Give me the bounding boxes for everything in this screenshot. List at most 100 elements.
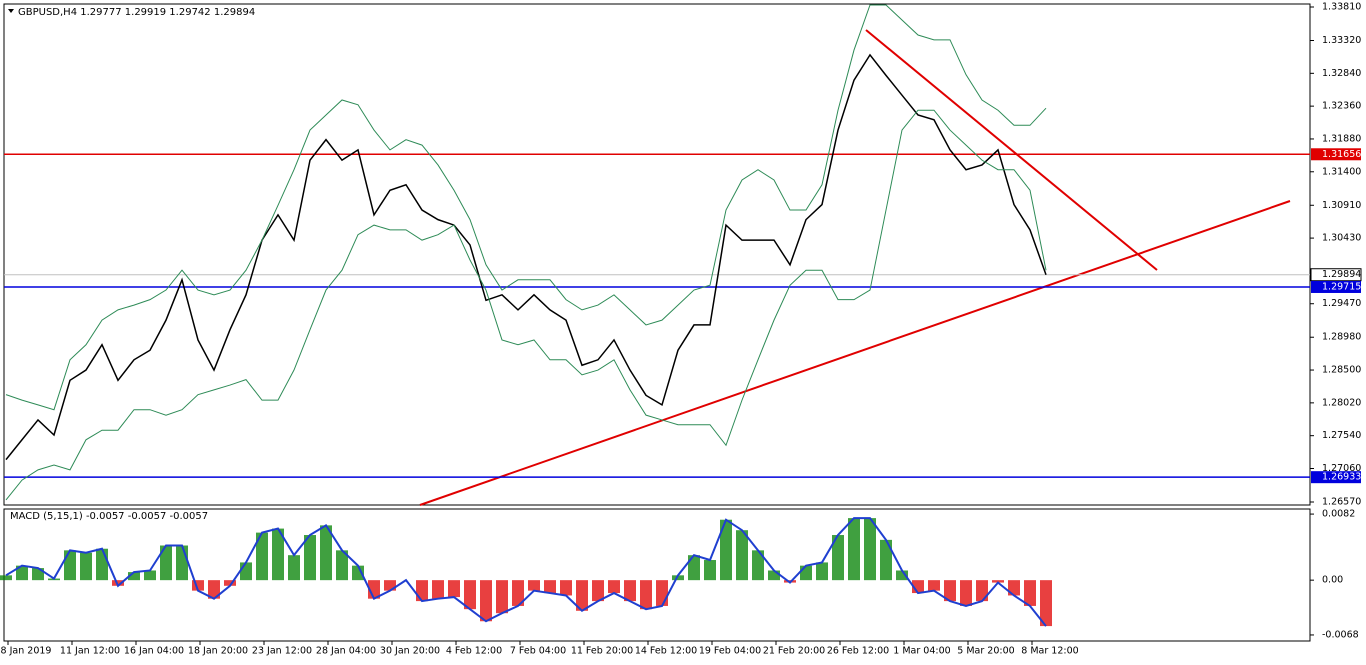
macd-bar: [304, 535, 316, 581]
macd-bar: [384, 580, 396, 591]
x-tick-label: 19 Feb 04:00: [699, 646, 761, 657]
x-tick-label: 21 Feb 20:00: [763, 646, 825, 657]
y-tick-label: 1.32840: [1322, 68, 1361, 79]
price-line: [5, 109, 1047, 501]
macd-bar: [192, 580, 204, 591]
level-label: 1.26933: [1322, 472, 1361, 483]
last-price-box: [1310, 268, 1362, 282]
y-tick-label: 1.30910: [1322, 200, 1361, 211]
macd-bar: [720, 519, 732, 581]
macd-bar: [560, 580, 572, 596]
y-tick-label: 1.31880: [1322, 133, 1361, 144]
macd-bar: [160, 545, 172, 581]
macd-bar: [544, 580, 556, 594]
macd-bar: [1024, 580, 1036, 606]
macd-bar: [448, 580, 460, 598]
macd-bar: [144, 570, 156, 581]
x-tick-label: 30 Jan 20:00: [380, 646, 440, 657]
macd-bar: [432, 580, 444, 599]
macd-bar: [224, 580, 236, 586]
macd-bar: [592, 580, 604, 602]
x-tick-label: 14 Feb 12:00: [635, 646, 697, 657]
macd-bar: [704, 560, 716, 581]
macd-bar: [352, 565, 364, 581]
macd-bar: [816, 562, 828, 581]
x-tick-label: 18 Jan 20:00: [188, 646, 248, 657]
level-label: 1.29715: [1322, 281, 1361, 292]
price-line: [5, 53, 1047, 461]
macd-bar: [672, 575, 684, 581]
y-tick-label: 1.27540: [1322, 430, 1361, 441]
y-tick-label: 1.33320: [1322, 35, 1361, 46]
macd-bar: [656, 580, 668, 606]
level-box: [1311, 280, 1361, 293]
macd-bar: [288, 555, 300, 581]
macd-bar: [336, 550, 348, 581]
y-tick-label: 1.28500: [1322, 365, 1361, 376]
y-tick-label: 1.28980: [1322, 332, 1361, 343]
macd-bar: [480, 580, 492, 622]
macd-bar: [1008, 580, 1020, 596]
macd-bar: [768, 570, 780, 581]
macd-bar: [496, 580, 508, 614]
macd-bar: [272, 528, 284, 581]
x-tick-label: 23 Jan 12:00: [252, 646, 312, 657]
x-tick-label: 8 Jan 2019: [1, 646, 52, 657]
macd-bar: [576, 580, 588, 611]
x-tick-label: 5 Mar 20:00: [957, 646, 1014, 657]
macd-title: MACD (5,15,1) -0.0057 -0.0057 -0.0057: [10, 511, 208, 522]
macd-bar: [416, 580, 428, 602]
macd-bar: [16, 565, 28, 581]
macd-bar: [0, 575, 12, 581]
trend-line: [419, 200, 1291, 506]
last-price-label: 1.29894: [1322, 269, 1361, 280]
x-tick-label: 4 Feb 12:00: [446, 646, 502, 657]
y-tick-label: 0.0082: [1322, 509, 1355, 520]
macd-bar: [1040, 580, 1052, 627]
y-tick-label: 1.26570: [1322, 496, 1361, 507]
macd-bar: [240, 562, 252, 581]
x-tick-label: 16 Jan 04:00: [124, 646, 184, 657]
y-tick-label: 1.32360: [1322, 101, 1361, 112]
macd-bar: [752, 550, 764, 581]
macd-line: [5, 517, 1047, 627]
macd-bar: [320, 525, 332, 581]
x-tick-label: 8 Mar 12:00: [1021, 646, 1078, 657]
macd-bar: [640, 580, 652, 610]
y-tick-label: -0.0068: [1322, 629, 1359, 640]
macd-bar: [736, 530, 748, 581]
macd-bar: [96, 548, 108, 581]
trend-line: [865, 29, 1158, 271]
main-panel: [3, 3, 1311, 506]
macd-bar: [896, 570, 908, 581]
macd-bar: [688, 555, 700, 581]
macd-bar: [512, 580, 524, 606]
macd-bar: [880, 539, 892, 581]
macd-bar: [464, 580, 476, 610]
macd-bar: [848, 518, 860, 581]
y-tick-label: 1.30430: [1322, 233, 1361, 244]
menu-arrow[interactable]: [8, 9, 14, 13]
y-tick-label: 1.27060: [1322, 463, 1361, 474]
macd-bar: [528, 580, 540, 591]
macd-bar: [176, 545, 188, 581]
y-tick-label: 1.28020: [1322, 397, 1361, 408]
level-box: [1311, 471, 1361, 484]
x-tick-label: 26 Feb 12:00: [827, 646, 889, 657]
macd-bar: [208, 580, 220, 599]
macd-bar: [944, 580, 956, 602]
x-tick-label: 28 Jan 04:00: [316, 646, 376, 657]
macd-bar: [960, 580, 972, 606]
macd-bar: [128, 572, 140, 581]
y-tick-label: 1.33810: [1322, 2, 1361, 13]
macd-bar: [80, 552, 92, 581]
macd-bar: [864, 518, 876, 581]
macd-bar: [928, 580, 940, 591]
level-box: [1311, 148, 1361, 161]
x-tick-label: 11 Feb 20:00: [571, 646, 633, 657]
symbol-title: GBPUSD,H4 1.29777 1.29919 1.29742 1.2989…: [18, 7, 255, 18]
macd-panel: [3, 508, 1311, 642]
macd-bar: [800, 565, 812, 581]
y-tick-label: 1.29470: [1322, 298, 1361, 309]
